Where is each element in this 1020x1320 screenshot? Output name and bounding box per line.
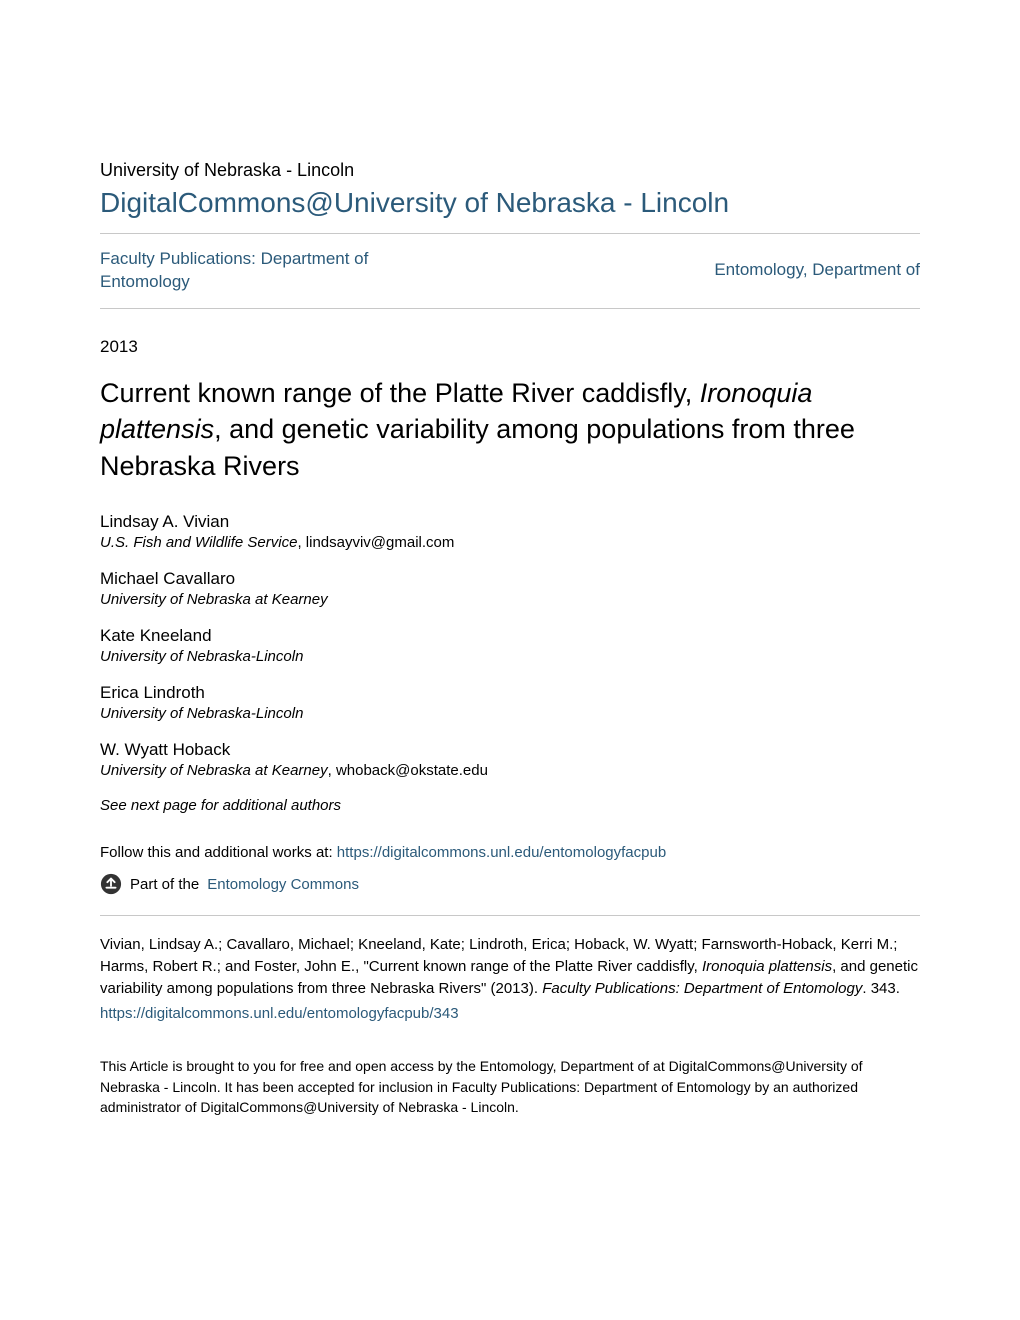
follow-url[interactable]: https://digitalcommons.unl.edu/entomolog…	[337, 844, 666, 861]
author-affiliation: University of Nebraska-Lincoln	[100, 648, 920, 665]
follow-prefix: Follow this and additional works at:	[100, 844, 337, 861]
breadcrumb-row: Faculty Publications: Department of Ento…	[100, 234, 920, 308]
citation-series: Faculty Publications: Department of Ento…	[542, 980, 862, 997]
author-block: Michael Cavallaro University of Nebraska…	[100, 569, 920, 608]
title-post: , and genetic variability among populati…	[100, 414, 855, 480]
author-name: W. Wyatt Hoback	[100, 740, 920, 760]
author-affiliation: University of Nebraska-Lincoln	[100, 705, 920, 722]
part-of-line: Part of the Entomology Commons	[100, 873, 920, 895]
repository-title[interactable]: DigitalCommons@University of Nebraska - …	[100, 187, 920, 219]
divider-nav	[100, 308, 920, 309]
access-statement: This Article is brought to you for free …	[100, 1056, 920, 1117]
author-email: , whoback@okstate.edu	[328, 762, 488, 779]
collection-link[interactable]: Faculty Publications: Department of Ento…	[100, 248, 460, 294]
commons-link[interactable]: Entomology Commons	[207, 876, 359, 893]
author-block: W. Wyatt Hoback University of Nebraska a…	[100, 740, 920, 779]
author-block: Kate Kneeland University of Nebraska-Lin…	[100, 626, 920, 665]
author-name: Kate Kneeland	[100, 626, 920, 646]
author-affiliation: University of Nebraska at Kearney, whoba…	[100, 762, 920, 779]
author-email: , lindsayviv@gmail.com	[297, 534, 454, 551]
author-block: Erica Lindroth University of Nebraska-Li…	[100, 683, 920, 722]
article-title: Current known range of the Platte River …	[100, 375, 920, 484]
publication-year: 2013	[100, 337, 920, 357]
author-name: Lindsay A. Vivian	[100, 512, 920, 532]
author-affiliation: U.S. Fish and Wildlife Service, lindsayv…	[100, 534, 920, 551]
author-name: Erica Lindroth	[100, 683, 920, 703]
affil-text: University of Nebraska at Kearney	[100, 762, 328, 779]
department-link[interactable]: Entomology, Department of	[714, 259, 920, 282]
see-next-page: See next page for additional authors	[100, 797, 920, 814]
author-affiliation: University of Nebraska at Kearney	[100, 591, 920, 608]
citation-url[interactable]: https://digitalcommons.unl.edu/entomolog…	[100, 1005, 920, 1022]
affil-text: U.S. Fish and Wildlife Service	[100, 534, 297, 551]
author-block: Lindsay A. Vivian U.S. Fish and Wildlife…	[100, 512, 920, 551]
follow-line: Follow this and additional works at: htt…	[100, 844, 920, 861]
citation-text: Vivian, Lindsay A.; Cavallaro, Michael; …	[100, 934, 920, 999]
author-name: Michael Cavallaro	[100, 569, 920, 589]
partof-prefix: Part of the	[130, 876, 199, 893]
title-pre: Current known range of the Platte River …	[100, 378, 700, 408]
divider-citation	[100, 915, 920, 916]
institution-name: University of Nebraska - Lincoln	[100, 160, 920, 181]
citation-num: . 343.	[862, 980, 900, 997]
citation-species: Ironoquia plattensis	[702, 958, 832, 975]
share-icon	[100, 873, 122, 895]
